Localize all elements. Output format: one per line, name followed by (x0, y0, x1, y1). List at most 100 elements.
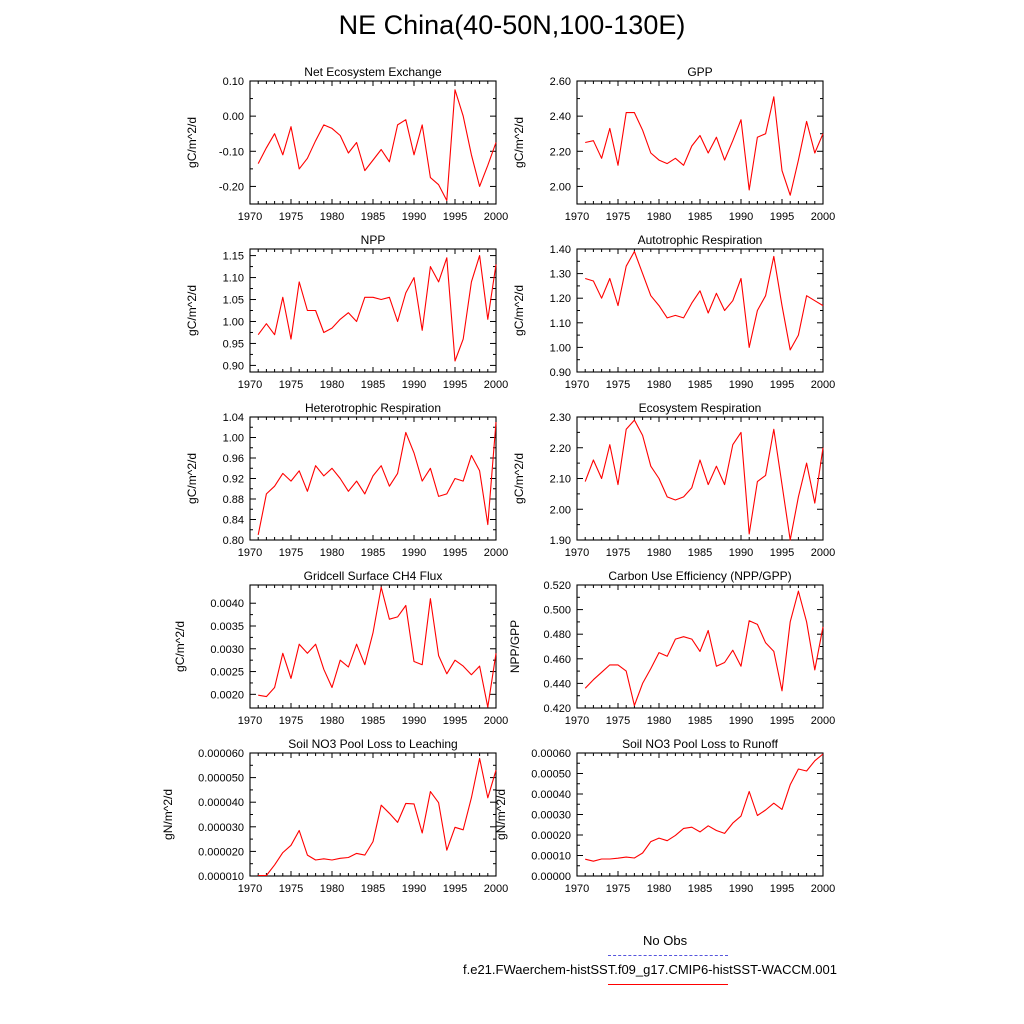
panel-6-xtick-label: 1975 (606, 547, 630, 559)
panel-8-ytick-label: 0.440 (543, 678, 571, 690)
panel-5-ytick-label: 0.84 (223, 515, 244, 527)
panel-2-ytick-label: 2.20 (550, 146, 571, 158)
panel-5-xtick-label: 1985 (361, 547, 385, 559)
panel-3-series-line (257, 255, 497, 362)
panel-7-ylabel: gC/m^2/d (173, 621, 187, 672)
panel-4-series-line (585, 250, 824, 351)
panel-3-xtick-label: 1995 (443, 379, 467, 391)
panel-8-xtick-label: 2000 (811, 715, 835, 727)
panel-2-xtick-label: 1995 (770, 211, 794, 223)
panel-7-xtick-label: 1980 (320, 715, 344, 727)
panel-1-xtick-label: 1995 (443, 211, 467, 223)
panel-1-xtick-label: 2000 (484, 211, 508, 223)
panel-1-xtick-label: 1980 (320, 211, 344, 223)
panel-7-title: Gridcell Surface CH4 Flux (304, 569, 443, 583)
panel-8-ytick-label: 0.500 (543, 605, 571, 617)
panel-3-xtick-label: 1985 (361, 379, 385, 391)
panel-6-xtick-label: 1970 (565, 547, 589, 559)
panel-2-xtick-label: 1990 (729, 211, 753, 223)
panel-5-ylabel: gC/m^2/d (185, 453, 199, 504)
panel-1-xtick-label: 1985 (361, 211, 385, 223)
panel-6-title: Ecosystem Respiration (639, 401, 762, 415)
panel-2-series-line (585, 96, 824, 196)
panel-5-ytick-label: 0.96 (223, 453, 244, 465)
panel-10-ytick-label: 0.00000 (531, 871, 571, 883)
legend-label-no-obs: No Obs (643, 933, 688, 948)
panel-8-xtick-label: 1970 (565, 715, 589, 727)
panel-5-title: Heterotrophic Respiration (305, 401, 441, 415)
panel-4-ytick-label: 1.10 (550, 318, 571, 330)
panel-6-ylabel: gC/m^2/d (512, 453, 526, 504)
panel-3-xtick-label: 2000 (484, 379, 508, 391)
panel-5-xtick-label: 1980 (320, 547, 344, 559)
panel-3-frame (249, 248, 497, 373)
figure-title: NE China(40-50N,100-130E) (338, 10, 686, 40)
panel-4-xtick-label: 1985 (688, 379, 712, 391)
panel-1-title: Net Ecosystem Exchange (304, 65, 442, 79)
panel-2-frame (576, 80, 824, 205)
panel-3-ytick-label: 1.00 (223, 316, 244, 328)
panel-4-xtick-label: 1995 (770, 379, 794, 391)
panel-6-ytick-label: 2.30 (550, 412, 571, 424)
panel-7-xtick-label: 2000 (484, 715, 508, 727)
panel-3-ytick-label: 1.15 (223, 251, 244, 263)
panel-2-ytick-label: 2.60 (550, 76, 571, 88)
panel-5-ytick-label: 0.88 (223, 494, 244, 506)
panel-2-title: GPP (687, 65, 712, 79)
panel-5-frame (249, 416, 497, 541)
panel-4-xtick-label: 1990 (729, 379, 753, 391)
panel-10-xtick-label: 1985 (688, 883, 712, 895)
panel-8-xtick-label: 1975 (606, 715, 630, 727)
panel-7-xtick-label: 1975 (279, 715, 303, 727)
panel-5-ytick-label: 0.92 (223, 474, 244, 486)
panel-7-ytick-label: 0.0020 (210, 689, 244, 701)
panel-1-ytick-label: 0.00 (223, 111, 244, 123)
panel-8-series-line (584, 590, 824, 707)
panel-5-xtick-label: 2000 (484, 547, 508, 559)
panel-4-ylabel: gC/m^2/d (512, 285, 526, 336)
panel-6-frame (576, 416, 824, 541)
panel-1-ytick-label: 0.10 (223, 76, 244, 88)
panel-7-frame (249, 584, 497, 709)
panel-1-ytick-label: -0.20 (219, 181, 244, 193)
panel-5-ytick-label: 1.04 (223, 412, 244, 424)
panel-8-ytick-label: 0.460 (543, 654, 571, 666)
panel-7-xtick-label: 1995 (443, 715, 467, 727)
panel-8-xtick-label: 1990 (729, 715, 753, 727)
panel-1-ylabel: gC/m^2/d (185, 117, 199, 168)
panel-1-series-line (257, 89, 497, 202)
panel-4-title: Autotrophic Respiration (638, 233, 763, 247)
panel-10-ytick-label: 0.00010 (531, 851, 571, 863)
panel-10-xtick-label: 2000 (811, 883, 835, 895)
legend-line-model-run (608, 984, 728, 985)
panel-4-xtick-label: 1980 (647, 379, 671, 391)
panel-9-xtick-label: 1990 (402, 883, 426, 895)
panel-3-ytick-label: 1.05 (223, 295, 244, 307)
panel-6-xtick-label: 1990 (729, 547, 753, 559)
panel-6-xtick-label: 2000 (811, 547, 835, 559)
panel-10-xtick-label: 1995 (770, 883, 794, 895)
panel-8-ytick-label: 0.480 (543, 629, 571, 641)
panel-5-xtick-label: 1995 (443, 547, 467, 559)
panel-5-ytick-label: 0.80 (223, 535, 244, 547)
panel-10-title: Soil NO3 Pool Loss to Runoff (622, 737, 779, 751)
panel-10-ytick-label: 0.00050 (531, 769, 571, 781)
panel-4-ytick-label: 1.40 (550, 244, 571, 256)
panel-1-xtick-label: 1990 (402, 211, 426, 223)
panel-2-xtick-label: 2000 (811, 211, 835, 223)
panel-6-xtick-label: 1980 (647, 547, 671, 559)
panel-3-xtick-label: 1980 (320, 379, 344, 391)
panel-6-ytick-label: 2.10 (550, 474, 571, 486)
legend-line-no-obs (608, 955, 728, 956)
panel-1-xtick-label: 1975 (279, 211, 303, 223)
panel-4-frame (576, 248, 824, 373)
panel-10-xtick-label: 1970 (565, 883, 589, 895)
panel-8-ylabel: NPP/GPP (508, 620, 522, 673)
panel-10-ytick-label: 0.00040 (531, 789, 571, 801)
panel-2-xtick-label: 1970 (565, 211, 589, 223)
panel-4-ytick-label: 0.90 (550, 367, 571, 379)
panel-6-series-line (584, 419, 824, 541)
panel-3-title: NPP (361, 233, 386, 247)
panel-2-xtick-label: 1985 (688, 211, 712, 223)
